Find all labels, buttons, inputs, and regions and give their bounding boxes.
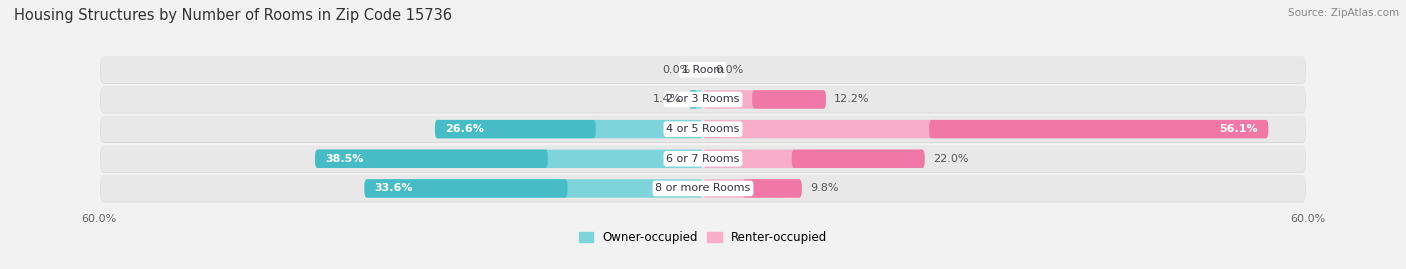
FancyBboxPatch shape (929, 120, 1268, 138)
FancyBboxPatch shape (100, 57, 1306, 84)
FancyBboxPatch shape (689, 90, 697, 109)
Text: 12.2%: 12.2% (834, 94, 869, 104)
FancyBboxPatch shape (100, 56, 1306, 83)
FancyBboxPatch shape (100, 116, 1306, 143)
FancyBboxPatch shape (100, 116, 1306, 143)
Text: 1.4%: 1.4% (652, 94, 681, 104)
FancyBboxPatch shape (792, 150, 925, 168)
Text: Housing Structures by Number of Rooms in Zip Code 15736: Housing Structures by Number of Rooms in… (14, 8, 453, 23)
FancyBboxPatch shape (364, 179, 703, 198)
Text: 4 or 5 Rooms: 4 or 5 Rooms (666, 124, 740, 134)
Text: Source: ZipAtlas.com: Source: ZipAtlas.com (1288, 8, 1399, 18)
FancyBboxPatch shape (100, 175, 1306, 202)
FancyBboxPatch shape (434, 120, 703, 138)
FancyBboxPatch shape (100, 86, 1306, 113)
FancyBboxPatch shape (752, 90, 825, 109)
FancyBboxPatch shape (100, 146, 1306, 173)
FancyBboxPatch shape (742, 179, 801, 198)
FancyBboxPatch shape (100, 146, 1306, 172)
Text: 2 or 3 Rooms: 2 or 3 Rooms (666, 94, 740, 104)
FancyBboxPatch shape (689, 90, 703, 109)
FancyBboxPatch shape (100, 176, 1306, 202)
Legend: Owner-occupied, Renter-occupied: Owner-occupied, Renter-occupied (574, 227, 832, 249)
Text: 22.0%: 22.0% (932, 154, 969, 164)
FancyBboxPatch shape (100, 87, 1306, 113)
Text: 8 or more Rooms: 8 or more Rooms (655, 183, 751, 193)
FancyBboxPatch shape (703, 150, 925, 168)
FancyBboxPatch shape (703, 179, 801, 198)
Text: 6 or 7 Rooms: 6 or 7 Rooms (666, 154, 740, 164)
Text: 38.5%: 38.5% (325, 154, 364, 164)
FancyBboxPatch shape (315, 150, 703, 168)
Text: 26.6%: 26.6% (446, 124, 484, 134)
Text: 1 Room: 1 Room (682, 65, 724, 75)
FancyBboxPatch shape (315, 150, 548, 168)
FancyBboxPatch shape (703, 90, 825, 109)
FancyBboxPatch shape (364, 179, 568, 198)
FancyBboxPatch shape (434, 120, 596, 138)
FancyBboxPatch shape (703, 120, 1268, 138)
Text: 56.1%: 56.1% (1219, 124, 1258, 134)
Text: 9.8%: 9.8% (810, 183, 838, 193)
Text: 0.0%: 0.0% (716, 65, 744, 75)
Text: 0.0%: 0.0% (662, 65, 690, 75)
Text: 33.6%: 33.6% (374, 183, 413, 193)
